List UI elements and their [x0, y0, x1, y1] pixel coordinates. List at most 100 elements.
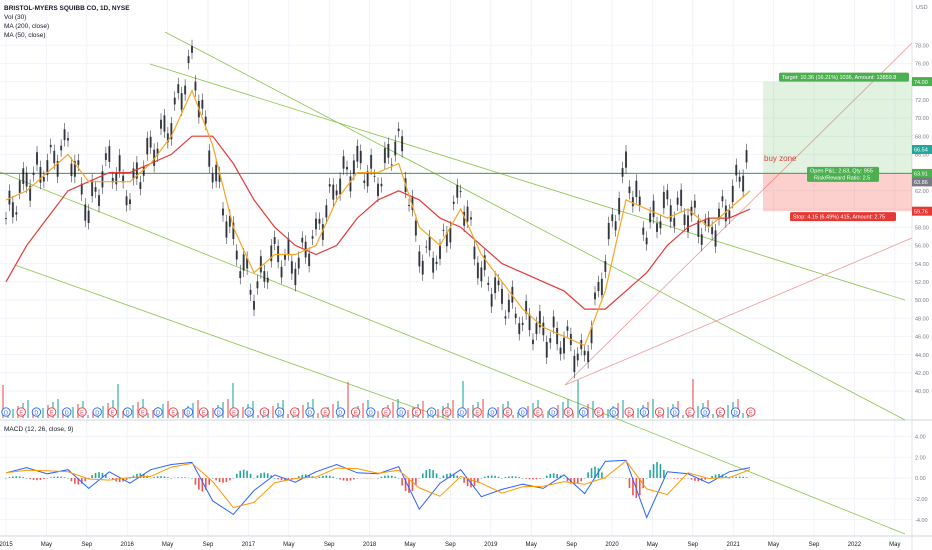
macd-histogram-bar [642, 478, 645, 489]
candle-body [342, 156, 345, 169]
candle-body [84, 204, 87, 221]
event-marker-circle [396, 407, 406, 417]
ma50-legend[interactable]: MA (50, close) [4, 32, 46, 39]
candle-body [628, 186, 631, 194]
candle-body [325, 205, 328, 218]
candle-body [545, 341, 548, 358]
volume-bar [197, 400, 199, 418]
candle-body [659, 221, 662, 229]
macd-histogram-bar [291, 478, 293, 480]
event-marker-circle [715, 407, 726, 417]
candle-body [538, 311, 541, 328]
macd-histogram-bar [676, 478, 679, 479]
volume-bar [557, 405, 559, 418]
ma200-legend[interactable]: MA (200, close) [4, 23, 50, 30]
target-label-box [779, 72, 909, 82]
macd-histogram-bar [235, 473, 238, 478]
event-marker-label: D [217, 410, 221, 416]
macd-histogram-bar [277, 478, 279, 480]
macd-histogram-bar [421, 473, 424, 478]
candle-body [232, 222, 235, 240]
candle-body [697, 220, 700, 237]
event-marker-label: E [567, 410, 571, 416]
macd-histogram-bar [390, 475, 393, 478]
candle-body [222, 208, 224, 216]
candle-body [535, 323, 538, 335]
candle-body [728, 210, 731, 218]
candle-body [263, 271, 266, 282]
event-marker-label: E [293, 410, 297, 416]
macd-histogram-bar [325, 475, 328, 478]
candle-body [587, 351, 590, 363]
event-marker-circle [381, 407, 391, 417]
candle-body [563, 337, 565, 354]
macd-histogram-bar [601, 472, 603, 478]
price-tick-label: 66.00 [915, 153, 929, 159]
candle-body [687, 215, 689, 232]
candle-body [514, 313, 517, 319]
candle-body [15, 212, 18, 215]
candle-body [118, 155, 121, 172]
candle-body [642, 227, 645, 235]
macd-histogram-bar [70, 478, 73, 482]
candle-body [408, 205, 410, 207]
macd-histogram-bar [446, 473, 448, 478]
macd-histogram-bar [432, 470, 434, 478]
event-marker-label: E [50, 410, 54, 416]
volume-bar [147, 413, 149, 418]
trend-channel-line [564, 237, 913, 386]
candle-body [290, 261, 293, 274]
volume-bar [122, 411, 124, 418]
candle-body [401, 136, 404, 152]
macd-histogram-bar [36, 478, 38, 481]
macd-histogram-bar [167, 477, 169, 478]
macd-histogram-bar [349, 478, 352, 481]
macd-histogram-bar [225, 478, 228, 483]
candle-body [266, 277, 269, 283]
macd-histogram-bar [542, 478, 545, 479]
macd-histogram-bar [556, 473, 558, 478]
event-marker-label: E [232, 410, 236, 416]
macd-histogram-bar [480, 478, 483, 479]
macd-histogram-bar [94, 472, 97, 478]
candle-body [435, 261, 438, 264]
candle-body [363, 180, 366, 183]
macd-title[interactable]: MACD (12, 26, close, 9) [4, 426, 74, 433]
candle-body [115, 173, 118, 185]
trend-channel-line [0, 171, 906, 535]
macd-histogram-bar [5, 478, 7, 479]
price-tag-label: 63.91 [914, 172, 928, 178]
candle-body [246, 257, 249, 269]
event-marker-label: D [582, 410, 586, 416]
candle-body [439, 245, 441, 259]
macd-histogram-bar [342, 478, 345, 481]
macd-histogram-bar [208, 478, 211, 485]
event-marker-label: D [308, 410, 312, 416]
macd-histogram-bar [318, 476, 321, 478]
candle-body [470, 217, 472, 220]
price-tick-label: 46.00 [915, 335, 929, 341]
candle-body [146, 138, 149, 155]
time-tick-label: 2022 [848, 542, 862, 548]
macd-histogram-bar [659, 464, 662, 478]
candle-body [707, 217, 710, 227]
event-marker-label: D [703, 410, 707, 416]
volume-bar [242, 407, 244, 418]
candle-body [721, 196, 724, 202]
vol-legend[interactable]: Vol (30) [4, 14, 27, 21]
candle-body [738, 176, 741, 182]
candle-body [676, 197, 679, 205]
macd-histogram-bar [521, 478, 524, 479]
macd-histogram-bar [43, 478, 45, 480]
candle-body [339, 178, 342, 195]
macd-histogram-bar [532, 478, 534, 480]
event-marker-circle [563, 407, 574, 417]
candle-body [556, 327, 559, 345]
candle-body [711, 227, 714, 235]
symbol-title[interactable]: BRISTOL-MYERS SQUIBB CO, 1D, NYSE [4, 5, 130, 12]
candle-body [673, 217, 676, 227]
macd-histogram-bar [721, 474, 724, 478]
event-marker-circle [229, 407, 239, 417]
macd-histogram-bar [270, 475, 273, 478]
